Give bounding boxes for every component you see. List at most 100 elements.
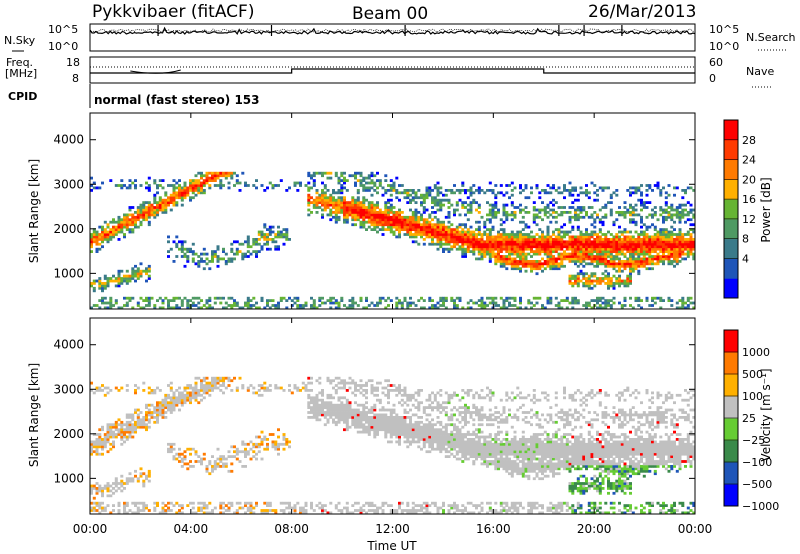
heatmap-cell: [277, 306, 280, 310]
heatmap-cell: [417, 230, 421, 234]
heatmap-cell: [373, 413, 377, 417]
heatmap-cell: [455, 242, 459, 246]
heatmap-cell: [189, 386, 192, 390]
heatmap-cell: [684, 240, 687, 244]
heatmap-cell: [326, 396, 330, 400]
heatmap-cell: [323, 193, 327, 197]
heatmap-cell: [359, 425, 363, 429]
heatmap-cell: [601, 252, 605, 256]
heatmap-cell: [95, 279, 99, 283]
heatmap-cell: [241, 242, 245, 246]
heatmap-cell: [186, 247, 190, 251]
heatmap-cell: [648, 235, 652, 239]
heatmap-cell: [483, 250, 487, 253]
heatmap-cell: [653, 184, 657, 187]
heatmap-cell: [103, 274, 107, 278]
heatmap-cell: [378, 301, 382, 305]
heatmap-cell: [631, 191, 635, 195]
heatmap-cell: [299, 506, 302, 510]
heatmap-cell: [365, 396, 368, 400]
heatmap-cell: [128, 430, 132, 434]
heatmap-cell: [444, 228, 448, 231]
heatmap-cell: [565, 257, 569, 261]
heatmap-cell: [618, 213, 621, 217]
heatmap-cell: [293, 509, 297, 512]
heatmap-cell: [263, 223, 267, 227]
heatmap-cell: [568, 301, 572, 305]
heatmap-cell: [497, 211, 500, 214]
heatmap-cell: [604, 233, 608, 236]
heatmap-cell: [673, 240, 676, 244]
heatmap-cell: [180, 301, 184, 305]
heatmap-cell: [373, 418, 377, 422]
heatmap-cell: [491, 189, 495, 192]
heatmap-cell: [645, 247, 649, 251]
heatmap-cell: [574, 198, 577, 202]
heatmap-cell: [92, 445, 96, 449]
heatmap-cell: [125, 228, 129, 231]
heatmap-cell: [477, 191, 481, 195]
heatmap-cell: [422, 208, 426, 212]
heatmap-cell: [554, 250, 558, 253]
heatmap-cell: [527, 235, 531, 239]
heatmap-cell: [689, 233, 693, 236]
heatmap-cell: [640, 240, 643, 244]
heatmap-cell: [673, 250, 676, 253]
heatmap-cell: [461, 228, 465, 231]
heatmap-cell: [409, 301, 412, 305]
heatmap-cell: [178, 452, 181, 456]
heatmap-cell: [343, 506, 346, 510]
heatmap-cell: [527, 242, 531, 246]
heatmap-cell: [167, 408, 170, 412]
heatmap-cell: [142, 203, 146, 207]
heatmap-cell: [101, 491, 104, 495]
heatmap-cell: [310, 174, 313, 178]
heatmap-cell: [125, 282, 129, 285]
heatmap-cell: [464, 240, 467, 244]
heatmap-cell: [178, 408, 181, 412]
heatmap-cell: [640, 299, 643, 302]
heatmap-cell: [587, 286, 591, 290]
heatmap-cell: [664, 257, 668, 261]
heatmap-cell: [123, 428, 126, 432]
heatmap-cell: [598, 218, 602, 222]
heatmap-cell: [631, 211, 635, 214]
heatmap-cell: [123, 509, 126, 512]
heatmap-cell: [131, 416, 135, 419]
heatmap-cell: [365, 296, 368, 300]
heatmap-cell: [205, 252, 209, 256]
heatmap-cell: [488, 189, 492, 192]
heatmap-cell: [362, 423, 366, 427]
heatmap-cell: [552, 233, 555, 236]
heatmap-cell: [334, 215, 338, 219]
heatmap-cell: [345, 511, 349, 515]
heatmap-cell: [120, 269, 124, 273]
heatmap-cell: [321, 296, 324, 300]
heatmap-cell: [563, 240, 566, 244]
heatmap-cell: [263, 225, 267, 229]
heatmap-cell: [216, 386, 220, 390]
heatmap-cell: [257, 445, 261, 449]
heatmap-cell: [134, 274, 137, 278]
heatmap-cell: [351, 218, 355, 222]
heatmap-cell: [194, 460, 198, 463]
heatmap-cell: [667, 255, 671, 258]
heatmap-cell: [323, 208, 327, 212]
heatmap-cell: [200, 506, 203, 510]
heatmap-cell: [417, 223, 421, 227]
heatmap-cell: [112, 430, 115, 434]
heatmap-cell: [675, 186, 679, 190]
heatmap-cell: [315, 408, 319, 412]
heatmap-cell: [323, 401, 327, 405]
heatmap-cell: [422, 233, 426, 236]
heatmap-cell: [392, 416, 396, 419]
heatmap-cell: [244, 465, 247, 468]
heatmap-cell: [98, 506, 102, 510]
heatmap-cell: [164, 403, 168, 407]
heatmap-cell: [337, 420, 341, 424]
heatmap-cell: [249, 506, 253, 510]
heatmap-cell: [318, 391, 322, 395]
heatmap-cell: [590, 279, 594, 283]
heatmap-cell: [145, 269, 148, 273]
heatmap-cell: [486, 250, 489, 253]
